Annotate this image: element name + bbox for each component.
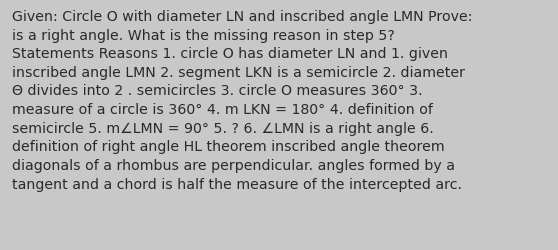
Text: Given: Circle O with diameter LN and inscribed angle LMN Prove:
is a right angle: Given: Circle O with diameter LN and ins… <box>12 10 473 191</box>
